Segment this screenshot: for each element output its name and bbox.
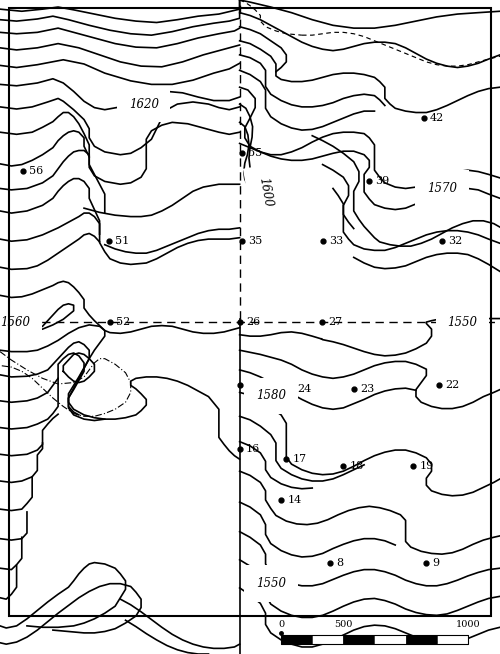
Text: 26: 26 bbox=[246, 317, 260, 327]
Bar bbox=[281, 635, 468, 644]
Text: 16: 16 bbox=[246, 443, 260, 454]
Bar bbox=[312, 635, 344, 644]
Text: 1580: 1580 bbox=[256, 389, 286, 402]
Text: 24: 24 bbox=[298, 384, 312, 394]
Bar bbox=[406, 635, 436, 644]
Text: 1560: 1560 bbox=[0, 316, 30, 328]
Text: 32: 32 bbox=[448, 236, 462, 246]
Text: 52: 52 bbox=[116, 317, 130, 327]
Text: 19: 19 bbox=[420, 461, 434, 472]
Text: 0: 0 bbox=[278, 619, 284, 628]
Text: 17: 17 bbox=[292, 455, 306, 464]
Text: 500: 500 bbox=[334, 619, 352, 628]
Text: 55: 55 bbox=[248, 148, 262, 158]
Text: 51: 51 bbox=[115, 236, 130, 246]
Text: 23: 23 bbox=[360, 384, 374, 394]
Text: 22: 22 bbox=[446, 381, 460, 390]
Text: 1620: 1620 bbox=[128, 97, 158, 111]
Text: 8: 8 bbox=[336, 558, 344, 568]
Bar bbox=[374, 635, 406, 644]
Text: 27: 27 bbox=[328, 317, 342, 327]
Text: 39: 39 bbox=[376, 177, 390, 186]
Bar bbox=[281, 635, 312, 644]
Text: 1600: 1600 bbox=[256, 176, 274, 208]
Text: 1550: 1550 bbox=[256, 577, 286, 590]
Text: 25: 25 bbox=[246, 381, 260, 390]
Text: 33: 33 bbox=[329, 236, 343, 246]
Text: 1570: 1570 bbox=[427, 182, 457, 195]
Text: 1550: 1550 bbox=[448, 316, 478, 328]
Text: 1000: 1000 bbox=[456, 619, 480, 628]
Text: 35: 35 bbox=[248, 236, 262, 246]
Text: 18: 18 bbox=[350, 461, 364, 472]
Text: 9: 9 bbox=[432, 558, 440, 568]
Bar bbox=[436, 635, 468, 644]
Bar bbox=[344, 635, 374, 644]
Text: 42: 42 bbox=[430, 113, 444, 123]
Text: 56: 56 bbox=[29, 166, 43, 176]
Text: 14: 14 bbox=[288, 495, 302, 505]
